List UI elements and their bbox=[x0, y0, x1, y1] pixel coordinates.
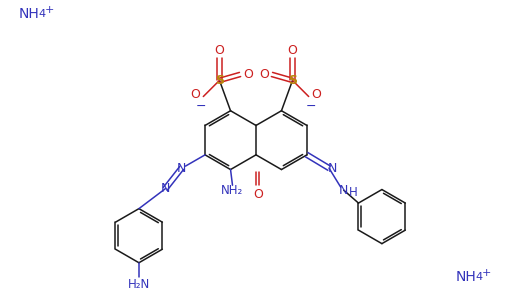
Text: N: N bbox=[328, 162, 337, 175]
Text: N: N bbox=[339, 184, 348, 197]
Text: H₂N: H₂N bbox=[128, 278, 150, 291]
Text: −: − bbox=[305, 100, 316, 113]
Text: N: N bbox=[177, 162, 186, 175]
Text: 4: 4 bbox=[476, 272, 483, 282]
Text: O: O bbox=[215, 44, 224, 57]
Text: O: O bbox=[259, 68, 269, 81]
Text: +: + bbox=[45, 5, 54, 15]
Text: NH: NH bbox=[19, 7, 39, 21]
Text: O: O bbox=[190, 88, 200, 101]
Text: H: H bbox=[349, 186, 358, 198]
Text: O: O bbox=[243, 68, 253, 81]
Text: N: N bbox=[161, 182, 170, 195]
Text: NH: NH bbox=[456, 270, 477, 284]
Text: S: S bbox=[215, 74, 224, 87]
Text: O: O bbox=[253, 187, 263, 200]
Text: O: O bbox=[312, 88, 322, 101]
Text: S: S bbox=[288, 74, 297, 87]
Text: +: + bbox=[481, 268, 491, 278]
Text: 4: 4 bbox=[38, 9, 46, 19]
Text: O: O bbox=[288, 44, 297, 57]
Text: −: − bbox=[196, 100, 207, 113]
Text: NH₂: NH₂ bbox=[221, 184, 244, 197]
